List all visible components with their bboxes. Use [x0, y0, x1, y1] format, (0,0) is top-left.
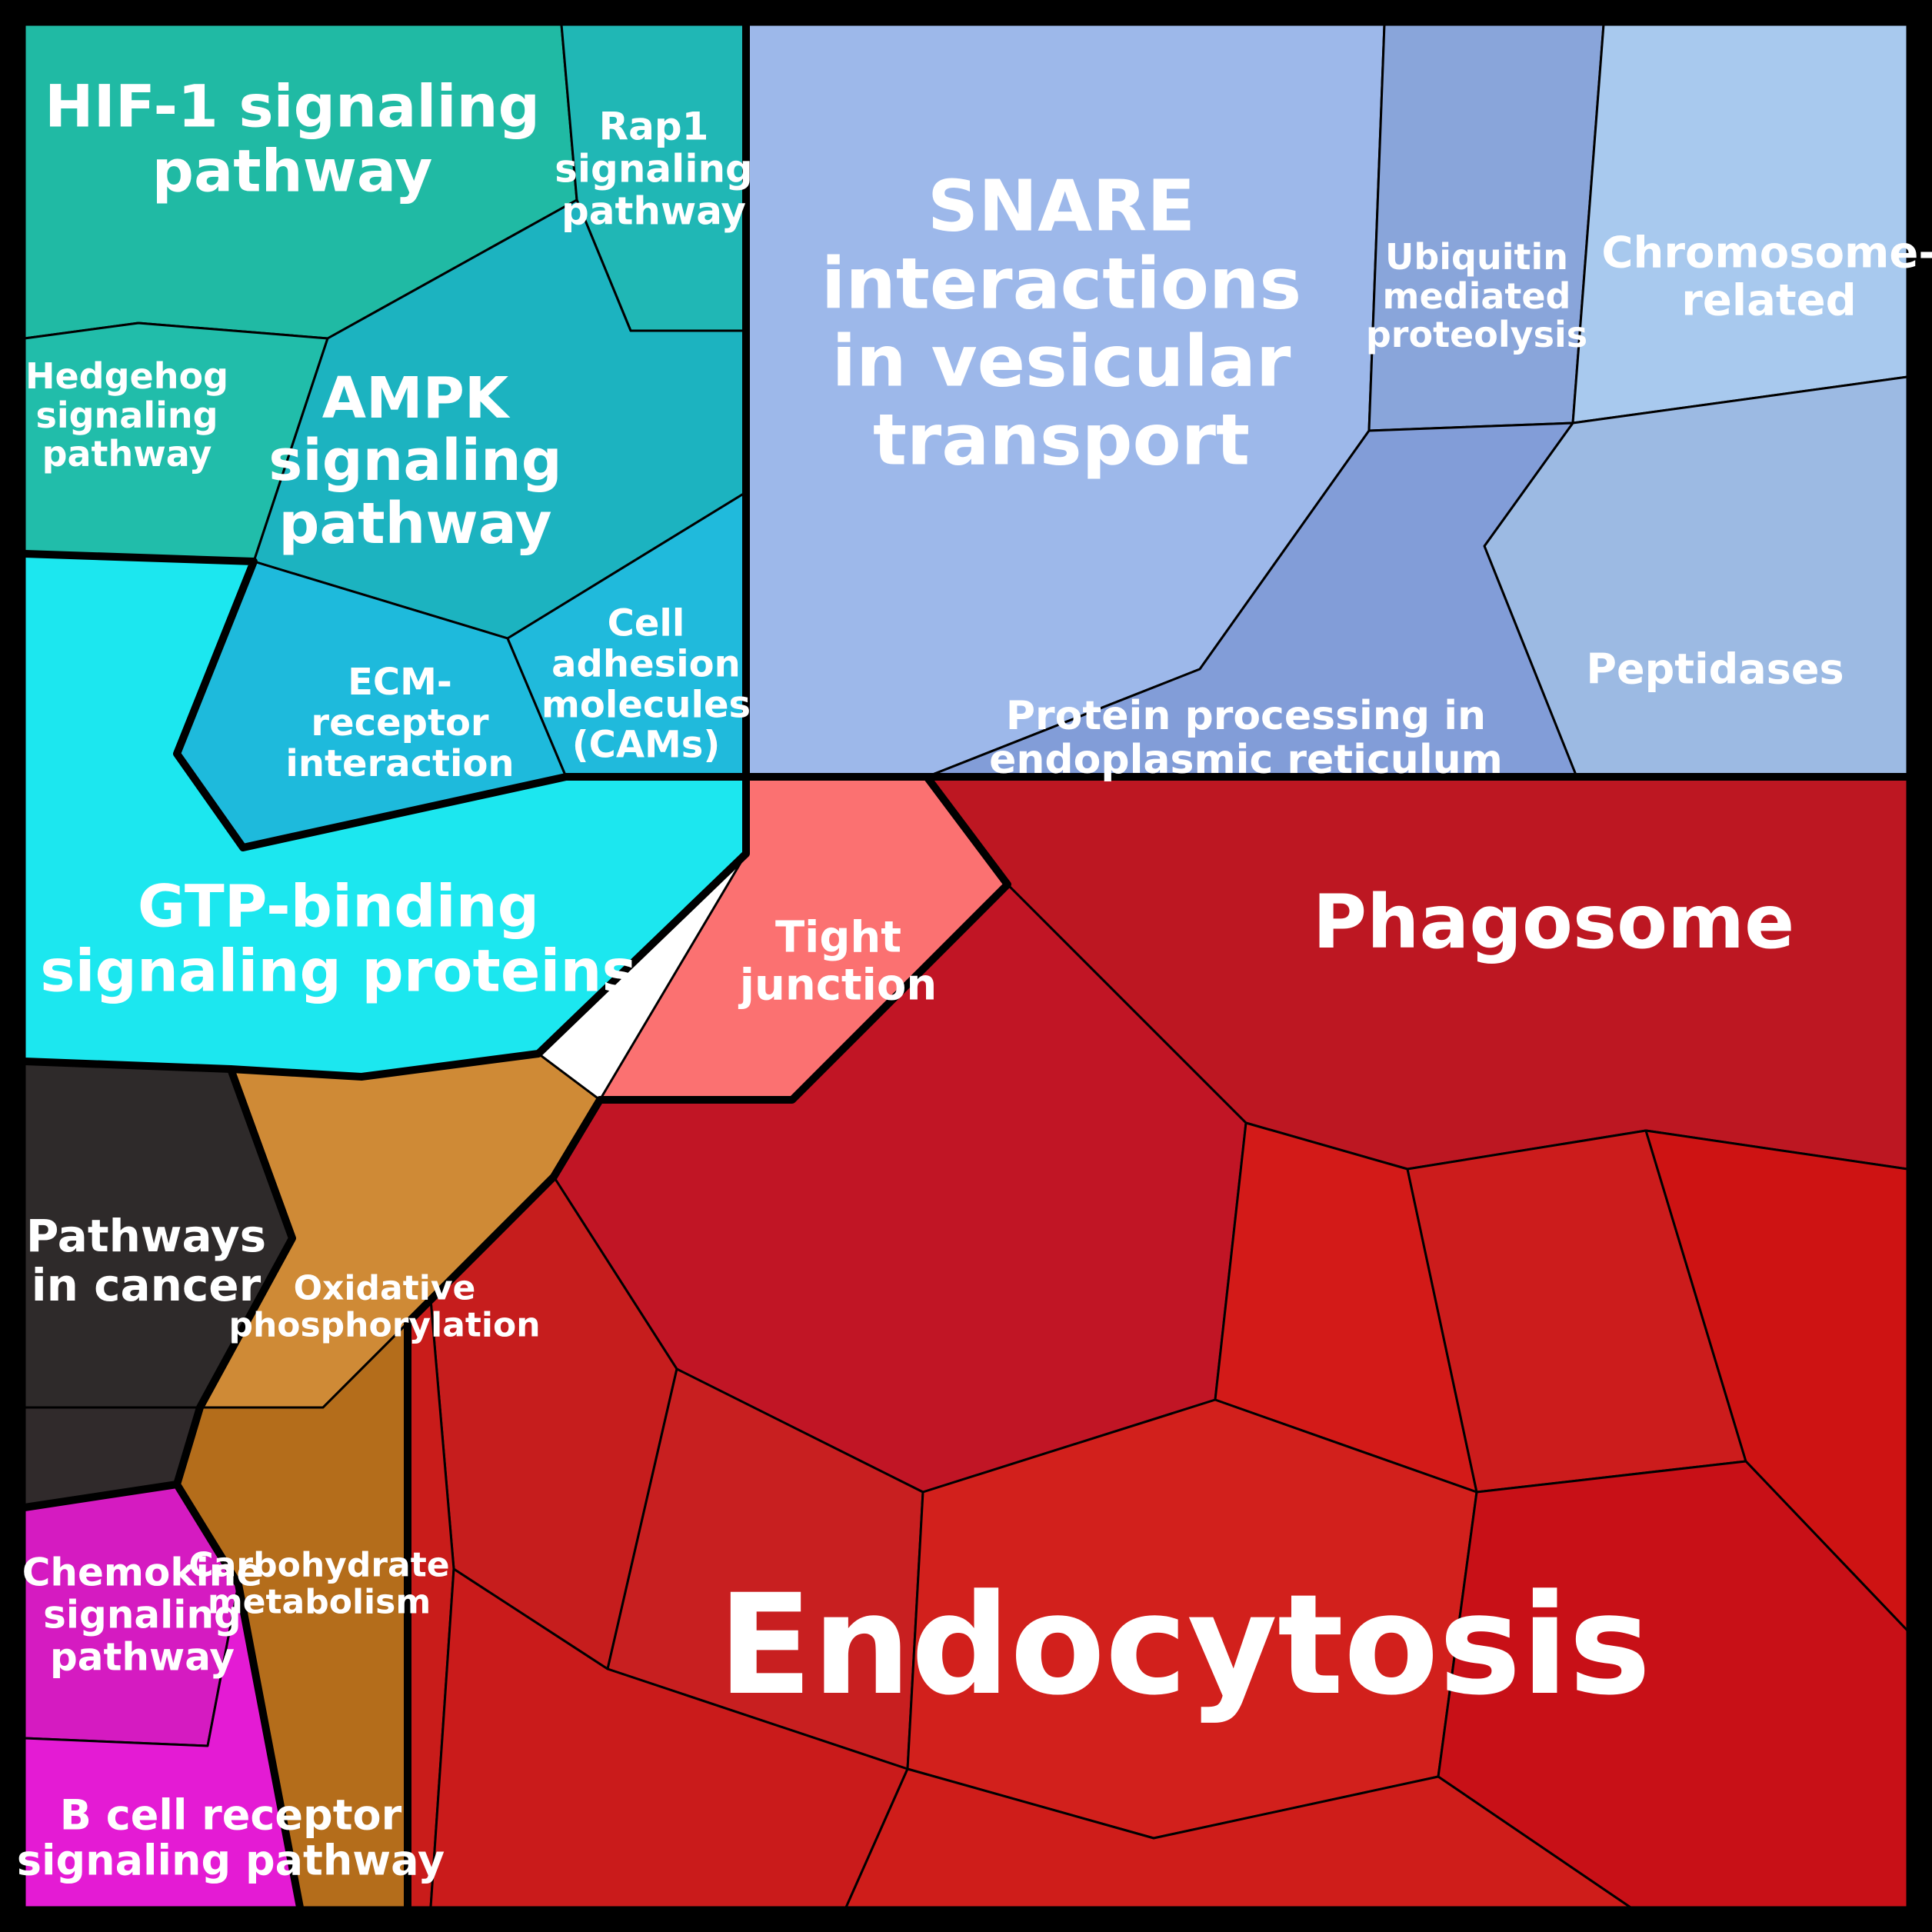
voronoi-svg: [0, 0, 1932, 1932]
cell-blue-ubiq: [1369, 25, 1604, 431]
voronoi-treemap: HIF-1 signaling pathwayHedgehog signalin…: [0, 0, 1932, 1932]
cell-blue-chrom: [1573, 25, 1907, 423]
